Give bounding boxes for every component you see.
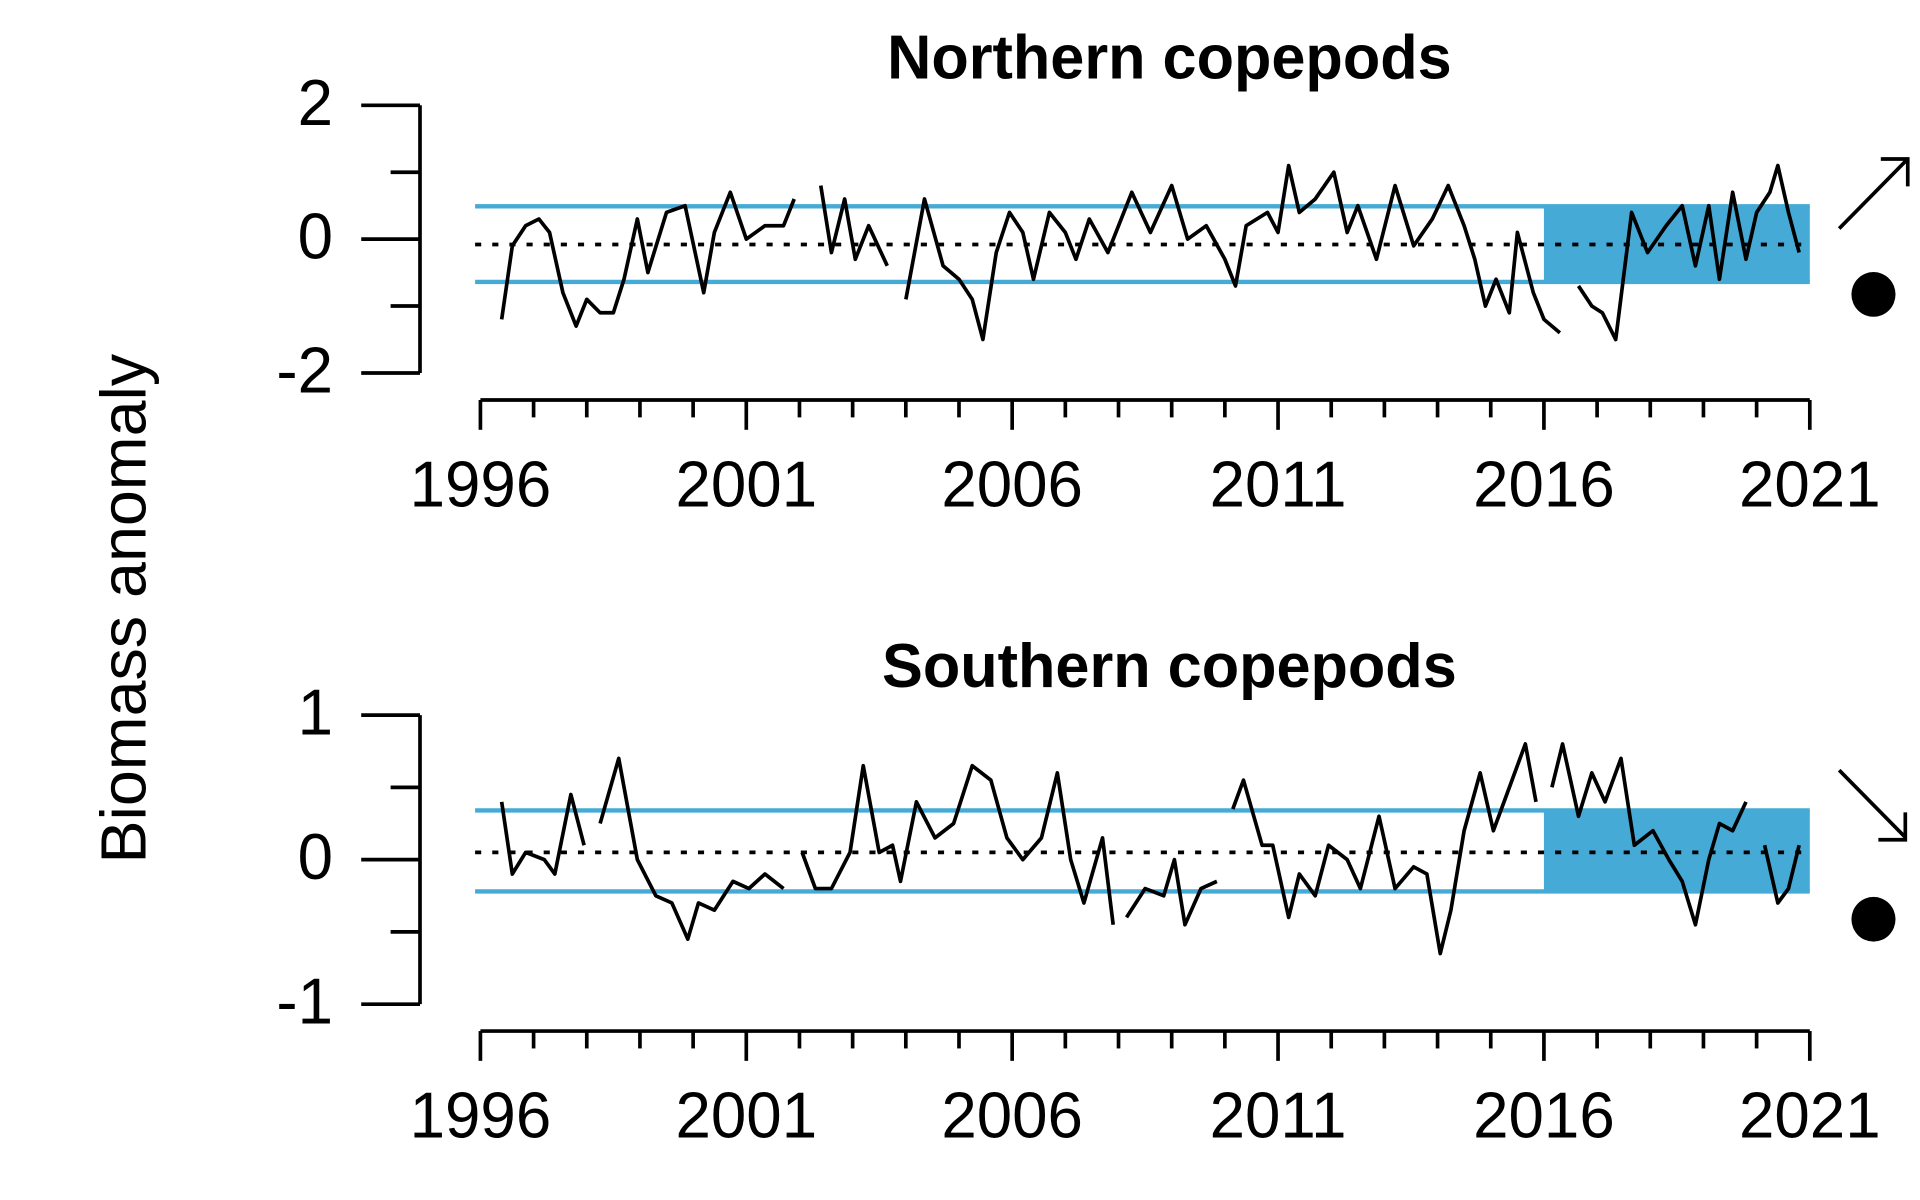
- trend-arrow: [1837, 768, 1907, 839]
- trend-symbol: [1837, 157, 1910, 842]
- status-dot: [1851, 896, 1896, 942]
- x-tick-label: 2011: [1210, 448, 1347, 521]
- x-tick-label: 2016: [1473, 448, 1615, 521]
- y-tick-label: 0: [298, 200, 333, 273]
- x-tick-label: 2006: [941, 1079, 1083, 1152]
- chart-title: Southern copepods: [882, 632, 1457, 701]
- x-tick-label: 2001: [675, 1079, 817, 1152]
- y-tick-label: 1: [298, 676, 333, 749]
- x-tick-label: 2016: [1473, 1079, 1615, 1152]
- y-tick-label: -1: [276, 965, 333, 1038]
- data-line: [499, 163, 1801, 342]
- data-line: [499, 742, 1801, 956]
- y-tick-label: 0: [298, 821, 333, 894]
- arrow-head: [1880, 157, 1910, 187]
- x-tick-label: 2011: [1210, 1079, 1347, 1152]
- chart-title: Northern copepods: [887, 23, 1452, 92]
- x-tick-label: 2021: [1739, 1079, 1881, 1152]
- y-tick-label: 2: [298, 66, 333, 139]
- status-dot: [1851, 272, 1896, 317]
- y-axis-label: Biomass anomaly: [88, 354, 159, 864]
- arrow-head: [1878, 812, 1908, 842]
- y-tick-label: -2: [276, 334, 333, 407]
- trend-arrow: [1837, 157, 1910, 230]
- x-tick-label: 2021: [1739, 448, 1881, 521]
- x-tick-label: 1996: [410, 448, 552, 521]
- x-tick-label: 2006: [941, 448, 1083, 521]
- x-tick-label: 2001: [675, 448, 817, 521]
- x-tick-label: 1996: [410, 1079, 552, 1152]
